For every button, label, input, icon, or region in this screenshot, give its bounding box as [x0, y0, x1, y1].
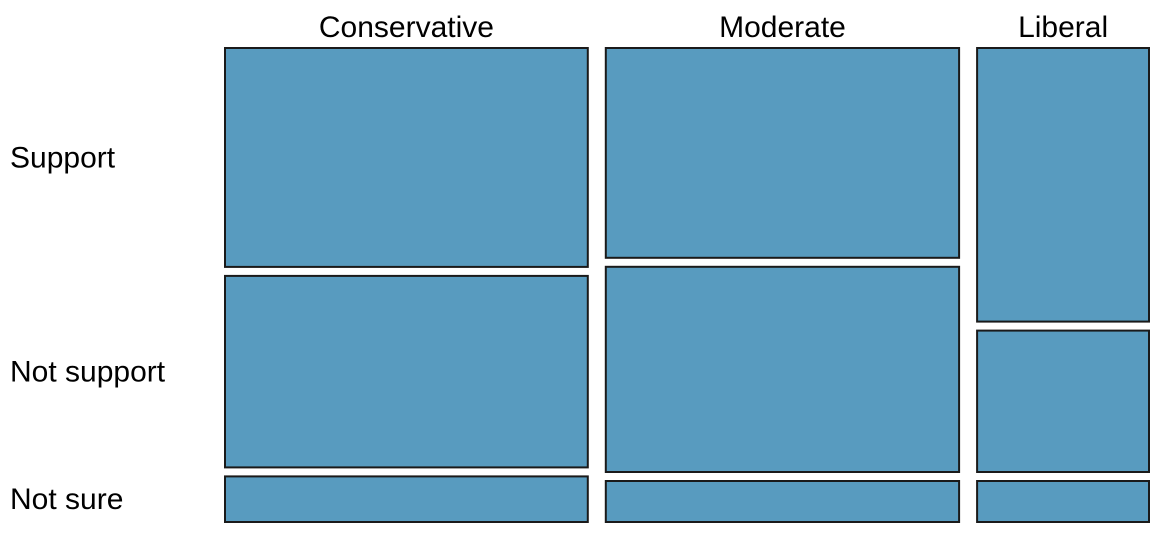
column-label-moderate: Moderate [719, 11, 846, 44]
tile-conservative-not-sure [224, 475, 589, 523]
row-labels: Support Not support Not sure [10, 141, 166, 516]
tile-moderate-not-support [604, 265, 961, 473]
tile-moderate-support [604, 47, 961, 259]
row-label-not-support: Not support [10, 356, 166, 389]
tile-liberal-not-support [976, 329, 1150, 473]
tile-conservative-not-support [224, 274, 589, 469]
row-label-support: Support [10, 141, 116, 174]
row-label-not-sure: Not sure [10, 483, 123, 516]
tile-liberal-not-sure [976, 480, 1150, 523]
tile-conservative-support [224, 47, 589, 268]
column-label-conservative: Conservative [319, 11, 494, 44]
column-label-liberal: Liberal [1018, 11, 1108, 44]
tile-moderate-not-sure [604, 480, 961, 523]
mosaic-tiles [224, 47, 1150, 523]
tile-liberal-support [976, 47, 1150, 323]
column-labels: Conservative Moderate Liberal [319, 11, 1108, 44]
